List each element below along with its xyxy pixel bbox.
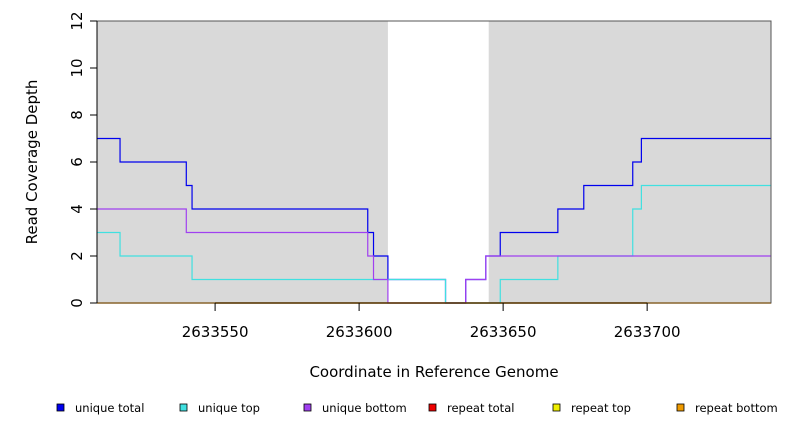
y-axis-title: Read Coverage Depth (23, 80, 41, 245)
y-tick-label: 10 (68, 58, 86, 77)
legend: unique total unique top unique bottom repea… (56, 401, 778, 415)
legend-swatch (179, 403, 188, 412)
y-tick-label: 2 (68, 251, 86, 261)
y-tick-label: 0 (68, 298, 86, 308)
legend-swatch (56, 403, 65, 412)
y-tick-label: 6 (68, 157, 86, 167)
x-tick-label: 2633600 (326, 323, 393, 341)
y-tick-label: 4 (68, 204, 86, 214)
series-line-unique-bottom (97, 208, 771, 304)
x-axis-title: Coordinate in Reference Genome (309, 363, 558, 381)
legend-swatch (552, 403, 561, 412)
legend-label: unique total (75, 401, 144, 415)
y-tick-label: 8 (68, 110, 86, 120)
legend-label: repeat top (571, 401, 631, 415)
x-tick-label: 2633700 (614, 323, 681, 341)
x-tick-label: 2633550 (182, 323, 249, 341)
y-axis: 0 2 4 6 8 10 12 (68, 11, 98, 308)
legend-label: unique top (198, 401, 260, 415)
series-line-unique-top (97, 184, 771, 304)
x-axis: 2633550 2633600 2633650 2633700 (182, 302, 681, 341)
x-tick-label: 2633650 (470, 323, 537, 341)
legend-swatch (676, 403, 685, 412)
legend-label: repeat total (447, 401, 514, 415)
legend-swatch (303, 403, 312, 412)
y-tick-label: 12 (68, 11, 86, 30)
legend-label: unique bottom (322, 401, 407, 415)
shaded-region-2 (488, 21, 771, 303)
legend-label: repeat bottom (695, 401, 778, 415)
legend-swatch (428, 403, 437, 412)
